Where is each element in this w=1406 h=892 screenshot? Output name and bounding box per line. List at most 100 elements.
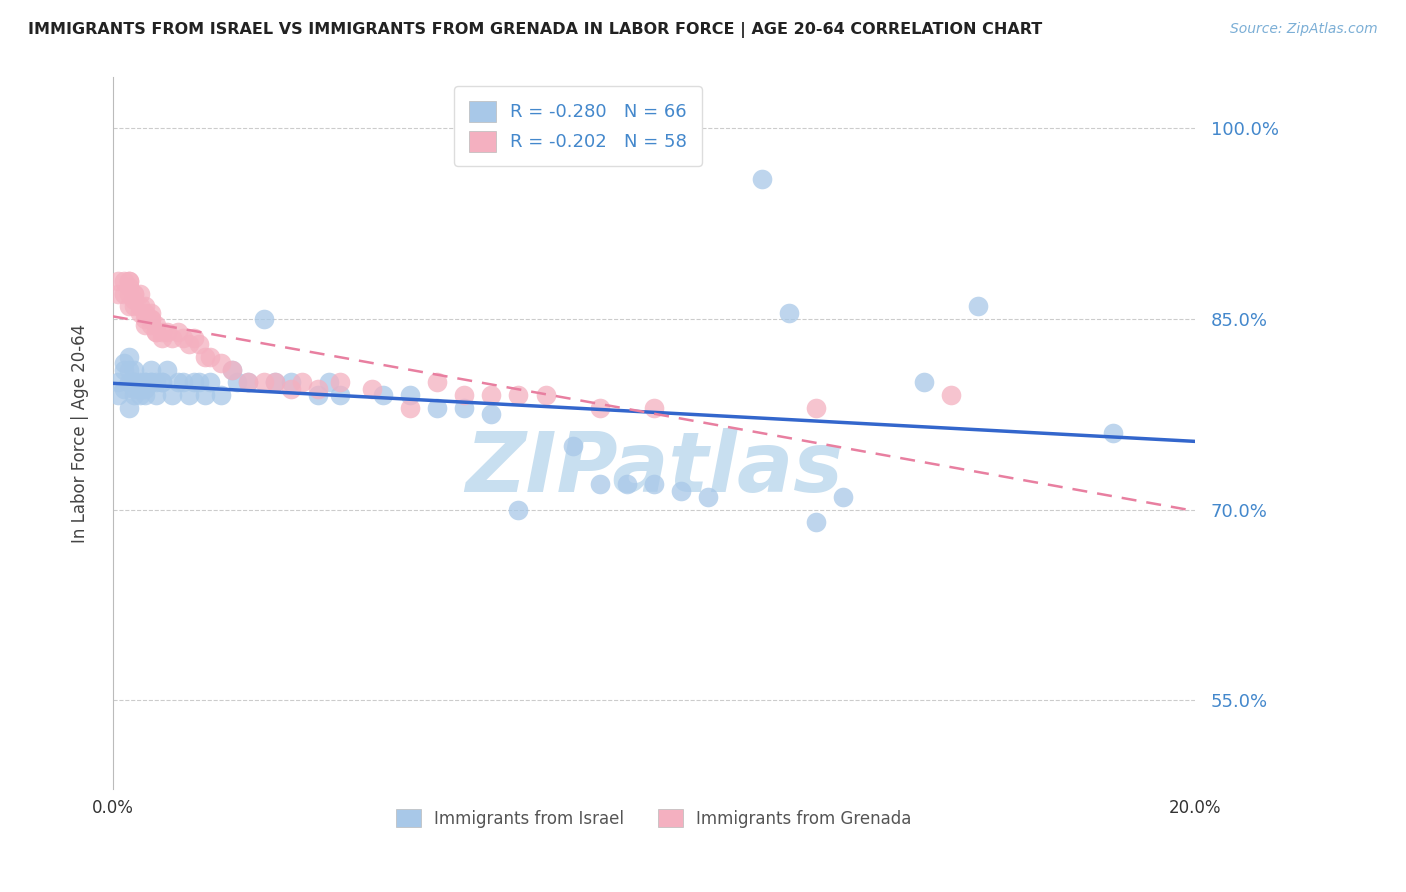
Point (128, 376, 150, 390)
Point (912, 376, 935, 390)
Point (481, 388, 503, 402)
Point (221, 363, 243, 377)
Point (166, 325, 188, 339)
Point (118, 274, 141, 288)
Point (226, 376, 249, 390)
Point (183, 376, 205, 390)
Point (236, 376, 259, 390)
Text: Source: ZipAtlas.com: Source: ZipAtlas.com (1230, 22, 1378, 37)
Point (804, 516, 827, 530)
Point (118, 401, 141, 415)
Point (561, 439, 583, 453)
Point (134, 312, 156, 326)
Point (134, 376, 156, 390)
Point (134, 305, 156, 319)
Point (373, 388, 395, 402)
Point (318, 376, 340, 390)
Point (643, 401, 665, 415)
Point (177, 388, 200, 402)
Point (134, 299, 156, 313)
Point (453, 388, 475, 402)
Point (616, 477, 638, 491)
Point (112, 356, 135, 370)
Point (194, 350, 217, 364)
Point (128, 286, 150, 301)
Point (588, 401, 610, 415)
Point (145, 325, 167, 339)
Point (399, 388, 422, 402)
Point (128, 382, 150, 396)
Point (118, 350, 141, 364)
Point (139, 305, 162, 319)
Point (188, 337, 211, 351)
Point (107, 286, 129, 301)
Point (124, 286, 146, 301)
Point (291, 376, 314, 390)
Point (967, 299, 990, 313)
Point (139, 376, 162, 390)
Point (751, 172, 773, 186)
Point (112, 286, 135, 301)
Point (183, 331, 205, 345)
Point (150, 331, 173, 345)
Point (112, 274, 135, 288)
Point (941, 388, 963, 402)
Point (124, 382, 146, 396)
Point (253, 312, 276, 326)
Point (399, 401, 422, 415)
Point (145, 318, 167, 333)
Point (139, 312, 162, 326)
Point (194, 388, 217, 402)
Point (124, 293, 146, 307)
Point (508, 502, 530, 516)
Point (145, 325, 167, 339)
Point (804, 401, 827, 415)
Point (134, 388, 156, 402)
Text: IMMIGRANTS FROM ISRAEL VS IMMIGRANTS FROM GRENADA IN LABOR FORCE | AGE 20-64 COR: IMMIGRANTS FROM ISRAEL VS IMMIGRANTS FRO… (28, 22, 1042, 38)
Point (124, 376, 146, 390)
Point (145, 376, 167, 390)
Point (209, 388, 232, 402)
Point (200, 376, 222, 390)
Text: ZIPatlas: ZIPatlas (465, 428, 842, 509)
Point (150, 376, 173, 390)
Point (162, 388, 184, 402)
Point (481, 407, 503, 421)
Point (696, 490, 718, 504)
Point (177, 337, 200, 351)
Point (112, 363, 135, 377)
Point (329, 376, 352, 390)
Point (162, 331, 184, 345)
Point (139, 312, 162, 326)
Point (107, 388, 129, 402)
Point (264, 376, 287, 390)
Point (200, 350, 222, 364)
Y-axis label: In Labor Force | Age 20-64: In Labor Force | Age 20-64 (72, 324, 89, 543)
Point (107, 274, 129, 288)
Point (145, 388, 167, 402)
Point (426, 401, 449, 415)
Point (124, 376, 146, 390)
Point (280, 382, 302, 396)
Point (134, 382, 156, 396)
Point (128, 299, 150, 313)
Point (139, 318, 162, 333)
Point (307, 382, 329, 396)
Point (307, 388, 329, 402)
Point (118, 274, 141, 288)
Point (534, 388, 557, 402)
Point (107, 376, 129, 390)
Point (166, 376, 188, 390)
Point (508, 388, 530, 402)
Point (118, 280, 141, 294)
Point (134, 318, 156, 333)
Legend: Immigrants from Israel, Immigrants from Grenada: Immigrants from Israel, Immigrants from … (389, 803, 918, 834)
Point (118, 299, 141, 313)
Point (588, 477, 610, 491)
Point (134, 376, 156, 390)
Point (139, 376, 162, 390)
Point (453, 401, 475, 415)
Point (778, 305, 800, 319)
Point (280, 376, 302, 390)
Point (118, 376, 141, 390)
